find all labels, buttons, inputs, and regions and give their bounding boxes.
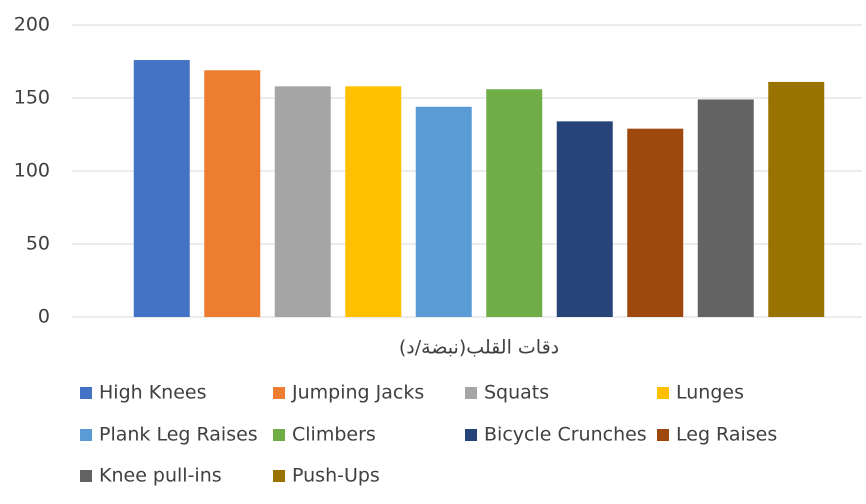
- bar: [627, 128, 684, 317]
- y-tick-label: 100: [14, 160, 50, 182]
- legend-swatch: [80, 429, 92, 441]
- bar: [345, 86, 402, 317]
- bar: [556, 121, 613, 317]
- bar: [133, 60, 190, 317]
- legend-label: Climbers: [292, 424, 376, 446]
- legend-swatch: [273, 470, 285, 482]
- y-tick-label: 50: [26, 233, 50, 255]
- legend-label: Knee pull-ins: [99, 465, 222, 487]
- y-tick-label: 200: [14, 14, 50, 36]
- legend-label: Squats: [484, 382, 549, 404]
- bar: [204, 70, 261, 317]
- bar: [697, 99, 754, 318]
- legend-swatch: [80, 387, 92, 399]
- legend-label: Plank Leg Raises: [99, 424, 258, 446]
- legend-label: Jumping Jacks: [291, 382, 424, 404]
- legend-swatch: [273, 387, 285, 399]
- legend-swatch: [657, 429, 669, 441]
- legend-swatch: [80, 470, 92, 482]
- bar: [768, 81, 825, 317]
- x-tick-label: دقات القلب(نبضة/د): [399, 337, 559, 359]
- y-tick-label: 0: [38, 306, 50, 328]
- bar: [415, 106, 472, 317]
- bar: [274, 86, 331, 317]
- legend-swatch: [465, 387, 477, 399]
- legend-label: Leg Raises: [676, 424, 777, 446]
- legend-swatch: [657, 387, 669, 399]
- legend-label: High Knees: [99, 382, 207, 404]
- legend-label: Lunges: [676, 382, 744, 404]
- bar: [486, 89, 543, 318]
- y-tick-label: 150: [14, 87, 50, 109]
- legend-label: Bicycle Crunches: [484, 424, 647, 446]
- legend-swatch: [465, 429, 477, 441]
- legend-label: Push-Ups: [292, 465, 380, 487]
- legend-swatch: [273, 429, 285, 441]
